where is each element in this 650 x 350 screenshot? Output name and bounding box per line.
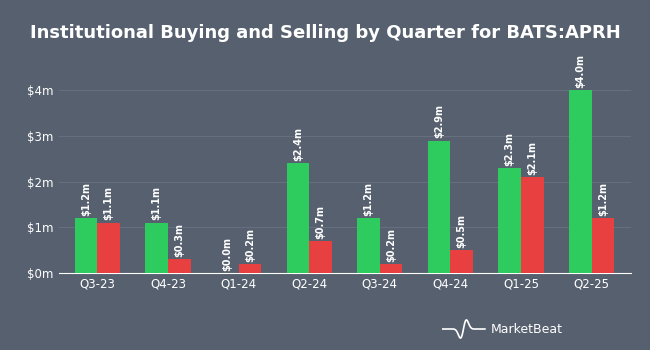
Text: $2.9m: $2.9m	[434, 104, 444, 138]
Text: $0.0m: $0.0m	[222, 237, 232, 271]
Bar	[146, 223, 168, 273]
Text: $2.1m: $2.1m	[527, 141, 538, 175]
Text: $0.5m: $0.5m	[457, 214, 467, 248]
Bar	[450, 250, 473, 273]
Text: $0.3m: $0.3m	[174, 223, 184, 257]
Text: $1.1m: $1.1m	[151, 187, 162, 220]
Text: $0.2m: $0.2m	[386, 228, 396, 261]
Text: $0.2m: $0.2m	[245, 228, 255, 261]
Bar	[499, 168, 521, 273]
Text: $2.4m: $2.4m	[293, 127, 303, 161]
Bar	[592, 218, 614, 273]
Text: $2.3m: $2.3m	[505, 132, 515, 166]
Bar	[380, 264, 402, 273]
Bar	[358, 218, 380, 273]
Text: $4.0m: $4.0m	[575, 54, 586, 88]
Text: Institutional Buying and Selling by Quarter for BATS:APRH: Institutional Buying and Selling by Quar…	[30, 25, 620, 42]
Bar	[98, 223, 120, 273]
Bar	[569, 90, 592, 273]
Bar	[75, 218, 98, 273]
Text: $1.2m: $1.2m	[81, 182, 91, 216]
Bar	[428, 141, 450, 273]
Text: $1.2m: $1.2m	[598, 182, 608, 216]
Text: $1.2m: $1.2m	[363, 182, 374, 216]
Text: MarketBeat: MarketBeat	[491, 323, 563, 336]
Bar	[521, 177, 543, 273]
Bar	[168, 259, 190, 273]
Bar	[309, 241, 332, 273]
Bar	[239, 264, 261, 273]
Bar	[287, 163, 309, 273]
Text: $0.7m: $0.7m	[315, 205, 326, 239]
Text: $1.1m: $1.1m	[103, 187, 114, 220]
